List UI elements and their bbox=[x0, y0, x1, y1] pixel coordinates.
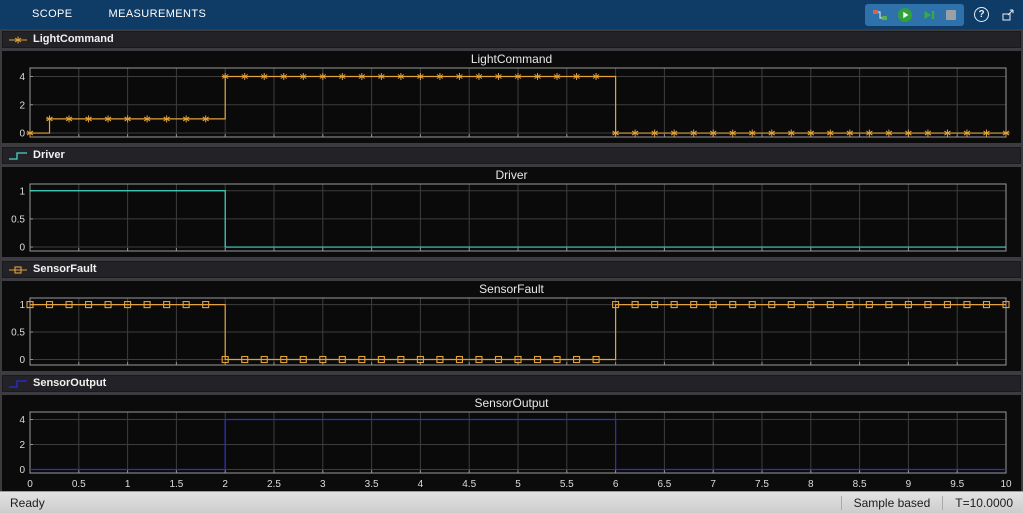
svg-text:6: 6 bbox=[613, 479, 619, 490]
status-divider bbox=[942, 495, 944, 510]
svg-text:4: 4 bbox=[19, 72, 25, 83]
legend-label-driver: Driver bbox=[33, 149, 65, 161]
svg-text:5: 5 bbox=[515, 479, 521, 490]
legend-driver: Driver bbox=[2, 147, 1021, 164]
svg-text:1: 1 bbox=[125, 479, 131, 490]
svg-text:3.5: 3.5 bbox=[365, 479, 379, 490]
run-icon[interactable] bbox=[897, 7, 913, 23]
plot-sensorfault[interactable]: SensorFault 0 0.5 1 bbox=[2, 281, 1021, 371]
plot-lightcommand[interactable]: LightCommand 0 2 4 bbox=[2, 51, 1021, 143]
svg-text:10: 10 bbox=[1000, 479, 1012, 490]
svg-text:0.5: 0.5 bbox=[72, 479, 86, 490]
status-divider bbox=[840, 495, 842, 510]
plot-title-sensoroutput: SensorOutput bbox=[474, 396, 549, 410]
svg-text:0: 0 bbox=[19, 243, 25, 254]
svg-text:1: 1 bbox=[19, 300, 25, 311]
svg-text:2: 2 bbox=[222, 479, 228, 490]
svg-text:0.5: 0.5 bbox=[11, 214, 25, 225]
legend-lightcommand: LightCommand bbox=[2, 31, 1021, 48]
svg-text:1: 1 bbox=[19, 186, 25, 197]
tab-bar: SCOPE MEASUREMENTS bbox=[26, 0, 212, 29]
svg-text:3: 3 bbox=[320, 479, 326, 490]
legend-sensoroutput: SensorOutput bbox=[2, 375, 1021, 392]
svg-text:8: 8 bbox=[808, 479, 814, 490]
tab-scope[interactable]: SCOPE bbox=[32, 8, 73, 20]
plot-driver[interactable]: Driver 0 0.5 1 bbox=[2, 167, 1021, 257]
step-forward-icon[interactable] bbox=[922, 8, 936, 22]
status-bar: Ready Sample based T=10.0000 bbox=[0, 491, 1023, 513]
svg-text:8.5: 8.5 bbox=[853, 479, 867, 490]
svg-text:0: 0 bbox=[27, 479, 33, 490]
legend-label-lightcommand: LightCommand bbox=[33, 33, 114, 45]
svg-text:7.5: 7.5 bbox=[755, 479, 769, 490]
svg-text:4.5: 4.5 bbox=[462, 479, 476, 490]
svg-text:2: 2 bbox=[19, 440, 25, 451]
sample-mode-text: Sample based bbox=[853, 495, 931, 510]
sensoroutput-line-sample-icon bbox=[8, 378, 28, 390]
svg-text:9.5: 9.5 bbox=[950, 479, 964, 490]
svg-text:6.5: 6.5 bbox=[657, 479, 671, 490]
svg-text:9: 9 bbox=[906, 479, 912, 490]
plot-title-sensorfault: SensorFault bbox=[479, 282, 544, 296]
svg-text:0.5: 0.5 bbox=[11, 328, 25, 339]
legend-label-sensorfault: SensorFault bbox=[33, 263, 97, 275]
plot-title-driver: Driver bbox=[495, 168, 528, 182]
help-icon[interactable]: ? bbox=[974, 7, 989, 22]
plot-sensoroutput[interactable]: SensorOutput 0 2 4 0 0.5 1 1.5 2 2.5 3 3.5 4 4.5 5 5.5… bbox=[2, 395, 1021, 491]
svg-text:2: 2 bbox=[19, 100, 25, 111]
highlight-simulink-block-icon[interactable] bbox=[872, 8, 888, 22]
svg-text:0: 0 bbox=[19, 465, 25, 476]
legend-label-sensoroutput: SensorOutput bbox=[33, 377, 107, 389]
legend-sensorfault: SensorFault bbox=[2, 261, 1021, 278]
svg-text:0: 0 bbox=[19, 355, 25, 366]
dock-icon[interactable] bbox=[1001, 8, 1015, 22]
svg-text:2.5: 2.5 bbox=[267, 479, 281, 490]
driver-line-sample-icon bbox=[8, 150, 28, 162]
svg-text:7: 7 bbox=[710, 479, 716, 490]
plot-area: LightCommand LightCommand 0 2 4 Driver Dri… bbox=[0, 29, 1023, 491]
svg-text:5.5: 5.5 bbox=[560, 479, 574, 490]
simulation-controls bbox=[865, 3, 964, 26]
svg-text:4: 4 bbox=[418, 479, 424, 490]
stop-icon[interactable] bbox=[945, 9, 957, 21]
svg-text:1.5: 1.5 bbox=[169, 479, 183, 490]
toolstrip: SCOPE MEASUREMENTS bbox=[0, 0, 1023, 29]
tab-measurements[interactable]: MEASUREMENTS bbox=[108, 8, 207, 20]
plot-title-lightcommand: LightCommand bbox=[470, 52, 553, 66]
svg-text:4: 4 bbox=[19, 415, 25, 426]
lightcommand-line-sample-icon bbox=[8, 34, 28, 46]
status-text: Ready bbox=[10, 495, 45, 510]
simulation-time-text: T=10.0000 bbox=[955, 495, 1013, 510]
sensorfault-line-sample-icon bbox=[8, 264, 28, 276]
svg-text:0: 0 bbox=[19, 129, 25, 140]
